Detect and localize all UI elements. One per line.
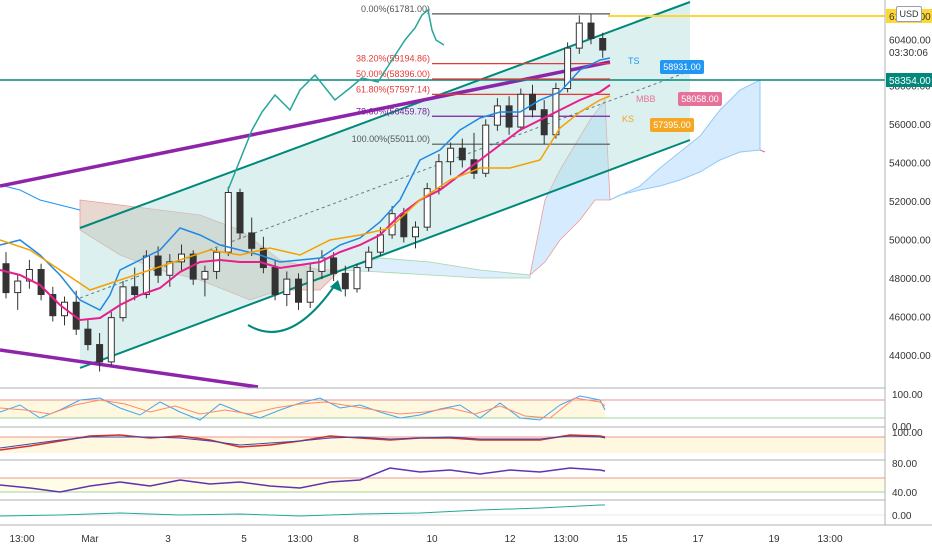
candle	[318, 250, 326, 280]
time-tick-label: 13:00	[287, 534, 312, 545]
svg-text:100.00: 100.00	[892, 428, 923, 439]
candlestick-series	[2, 13, 607, 372]
candle	[49, 286, 57, 322]
candle	[84, 319, 92, 351]
indicator-tag-box	[660, 60, 704, 74]
time-tick-label: 12	[504, 534, 516, 545]
time-tick-label: 19	[768, 534, 780, 545]
hline-price-value: 58354.00	[889, 76, 931, 87]
time-tick-label: 13:00	[553, 534, 578, 545]
svg-text:0.00: 0.00	[892, 422, 912, 433]
price-tick-label: 60400.00	[889, 35, 931, 46]
candle	[412, 221, 419, 249]
candle	[236, 188, 244, 239]
candle	[107, 311, 115, 366]
indicator-tag-box	[650, 118, 694, 132]
time-tick-label: 15	[616, 534, 628, 545]
candle	[295, 273, 302, 310]
candle	[248, 217, 256, 257]
price-tick-label: 56000.00	[889, 120, 931, 131]
price-tick-label: 54000.00	[889, 159, 931, 170]
candle	[201, 265, 209, 297]
indicator-tag-value: 58058.00	[681, 94, 719, 104]
candle	[575, 15, 583, 54]
indicator-tag-value: 57395.00	[653, 120, 691, 130]
candle	[37, 263, 45, 301]
time-tick-label: Mar	[81, 534, 99, 545]
candle	[96, 333, 104, 372]
price-tick-label: 46000.00	[889, 313, 931, 324]
oscillator-panes	[0, 387, 885, 517]
price-tick-label: 58000.00	[889, 82, 931, 93]
time-tick-label: 13:00	[817, 534, 842, 545]
highlight-lines	[0, 15, 885, 81]
candle	[306, 263, 314, 308]
price-tick-label: 52000.00	[889, 197, 931, 208]
indicator-tag-value: 58931.00	[663, 62, 701, 72]
candle	[365, 246, 373, 272]
candle	[458, 138, 466, 168]
time-tick-label: 3	[165, 534, 171, 545]
candle	[587, 13, 595, 45]
svg-text:0.00: 0.00	[892, 511, 912, 522]
currency-badge[interactable]: USD	[896, 6, 922, 22]
indicator-tag-box	[678, 92, 722, 106]
candle	[224, 186, 232, 257]
oscillator-axis: 100.00 0.00 100.00 80.00 40.00 0.00	[892, 390, 923, 522]
candle	[131, 267, 139, 301]
time-tick-label: 10	[426, 534, 438, 545]
indicator-tag-name: KS	[622, 114, 634, 124]
fib-level-label: 100.00%(55011.00)	[352, 134, 430, 144]
indicator-tags: TS 58931.00 MBB 58058.00 KS 57395.00	[622, 56, 722, 132]
indicator-tag-name: TS	[628, 56, 640, 66]
fib-level-label: 78.60%(56459.78)	[356, 106, 430, 116]
fib-level-label: 0.00%(61781.00)	[361, 4, 430, 14]
candle	[341, 265, 349, 297]
time-tick-label: 13:00	[9, 534, 34, 545]
candle	[493, 98, 501, 131]
candle	[119, 281, 127, 322]
fib-level-label: 61.80%(57597.14)	[356, 84, 430, 94]
moving-averages	[0, 8, 611, 333]
candle	[14, 275, 22, 310]
price-tick-label: 44000.00	[889, 351, 931, 362]
indicator-tag-name: MBB	[636, 94, 656, 104]
candle	[540, 100, 548, 145]
time-tick-label: 8	[353, 534, 359, 545]
candle	[2, 252, 10, 299]
price-tick-label: 50000.00	[889, 236, 931, 247]
candle	[213, 248, 221, 280]
price-tick-label: 48000.00	[889, 274, 931, 285]
time-axis: 13:00 Mar 3 5 13:00 8 10 12 13:00 15 17 19 13:00	[0, 524, 932, 545]
fib-level-label: 50.00%(58396.00)	[356, 69, 430, 79]
candle	[400, 207, 408, 243]
candle	[447, 142, 455, 176]
candle	[505, 96, 513, 135]
candle	[283, 271, 291, 307]
candle	[599, 32, 607, 58]
candle	[330, 252, 338, 282]
svg-text:100.00: 100.00	[892, 390, 923, 401]
svg-text:80.00: 80.00	[892, 459, 917, 470]
time-tick-label: 5	[241, 534, 247, 545]
time-tick-label: 17	[692, 534, 704, 545]
candle	[423, 182, 431, 231]
long-term-trendlines	[0, 60, 611, 389]
candle	[25, 259, 33, 289]
candle	[353, 263, 361, 293]
svg-text:40.00: 40.00	[892, 488, 917, 499]
price-axis: 60400.00 58000.00 56000.00 54000.00 52000.00…	[884, 0, 932, 525]
countdown-value: 03:30:06	[889, 48, 928, 59]
